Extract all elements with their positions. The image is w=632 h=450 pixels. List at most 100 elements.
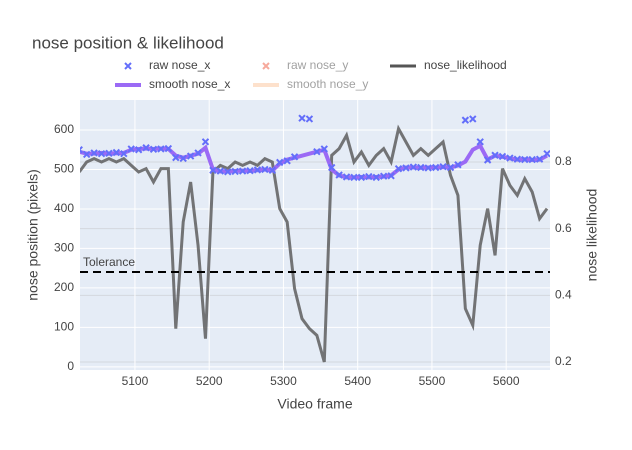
legend-marker (262, 62, 270, 70)
legend-item[interactable]: smooth nose_y (253, 77, 368, 91)
series-marker (431, 163, 440, 172)
x-axis-title: Video frame (277, 396, 352, 412)
series-marker (179, 154, 187, 163)
series-marker (342, 173, 351, 181)
series-marker (142, 144, 150, 152)
legend-label: smooth nose_y (287, 77, 368, 91)
x-tick-label: 5100 (122, 374, 149, 388)
series-marker (283, 157, 291, 165)
series-marker (335, 171, 343, 179)
series-marker (424, 164, 432, 172)
y2-axis-title: nose likelihood (584, 189, 600, 282)
series-marker (454, 161, 462, 169)
y2-tick-label: 0.8 (555, 154, 572, 168)
series-marker (521, 155, 529, 164)
plot-layer (80, 114, 550, 363)
series-marker (327, 163, 336, 172)
series-marker (127, 145, 135, 153)
x-tick-label: 5500 (419, 374, 446, 388)
series-marker (149, 145, 158, 154)
series-marker (439, 163, 447, 171)
legend-marker (124, 62, 132, 70)
series-marker (372, 173, 380, 182)
series-marker (365, 172, 373, 181)
tolerance-label: Tolerance (83, 255, 135, 269)
chart-title: nose position & likelihood (32, 33, 224, 52)
y2-tick-label: 0.2 (555, 354, 572, 368)
series-marker (238, 167, 247, 175)
series-marker (268, 166, 277, 174)
series-marker (483, 156, 492, 164)
series-marker (216, 167, 225, 175)
x-tick-label: 5300 (270, 374, 297, 388)
series-marker (313, 148, 321, 156)
series-marker (134, 146, 143, 154)
series-marker (446, 163, 455, 172)
y-tick-label: 300 (54, 241, 74, 255)
series-marker (97, 149, 106, 158)
series-marker (498, 152, 507, 161)
series-marker (491, 151, 499, 159)
legend-label: smooth nose_x (149, 77, 230, 91)
series-marker (209, 166, 217, 174)
series-marker (469, 115, 477, 123)
x-tick-label: 5200 (196, 374, 223, 388)
legend-item[interactable]: raw nose_x (124, 58, 210, 72)
legend-item[interactable]: raw nose_y (262, 58, 348, 72)
series-marker (402, 164, 410, 172)
series-marker (90, 149, 98, 157)
series-marker (298, 114, 306, 122)
series-marker (305, 115, 314, 123)
series-line (80, 143, 548, 180)
series-marker (535, 155, 544, 163)
series-marker (164, 144, 173, 153)
series-marker (528, 155, 536, 164)
series-marker (261, 165, 269, 174)
series-marker (80, 146, 83, 154)
series-marker (112, 148, 121, 157)
series-line (80, 124, 549, 363)
legend-label: raw nose_x (149, 58, 210, 72)
series-marker (513, 155, 522, 163)
series-marker (276, 158, 284, 167)
series-marker (379, 172, 388, 180)
y-tick-label: 100 (54, 320, 74, 334)
series-marker (543, 149, 550, 158)
x-tick-label: 5600 (493, 374, 520, 388)
legend-item[interactable]: nose_likelihood (390, 58, 507, 72)
series-marker (82, 150, 91, 159)
x-tick-label: 5400 (344, 374, 371, 388)
y-tick-label: 600 (54, 122, 74, 136)
y2-tick-label: 0.6 (555, 221, 572, 235)
series-marker (476, 138, 484, 146)
series-marker (224, 168, 232, 176)
series-marker (394, 164, 403, 173)
legend-label: raw nose_y (287, 58, 348, 72)
legend-label: nose_likelihood (424, 58, 507, 72)
series-marker (387, 172, 395, 180)
y-tick-label: 200 (54, 280, 74, 294)
y-tick-label: 0 (67, 359, 74, 373)
series-marker (320, 145, 328, 153)
series-marker (409, 163, 418, 171)
series-marker (201, 138, 210, 146)
series-marker (246, 166, 254, 175)
y-axis-title: nose position (pixels) (25, 169, 41, 301)
series-marker (461, 116, 470, 124)
series-marker (105, 149, 113, 157)
series-marker (506, 154, 514, 162)
series-marker (172, 153, 180, 162)
y-tick-label: 400 (54, 201, 74, 215)
series-marker (186, 152, 195, 160)
y2-tick-label: 0.4 (555, 288, 572, 302)
series-marker (290, 153, 299, 161)
legend-item[interactable]: smooth nose_x (115, 77, 230, 91)
series-marker (253, 166, 262, 174)
series-marker (120, 149, 128, 158)
y-tick-label: 500 (54, 162, 74, 176)
series-marker (350, 173, 358, 182)
series-marker (231, 167, 239, 176)
series-marker (157, 145, 165, 153)
series-marker (417, 163, 425, 172)
